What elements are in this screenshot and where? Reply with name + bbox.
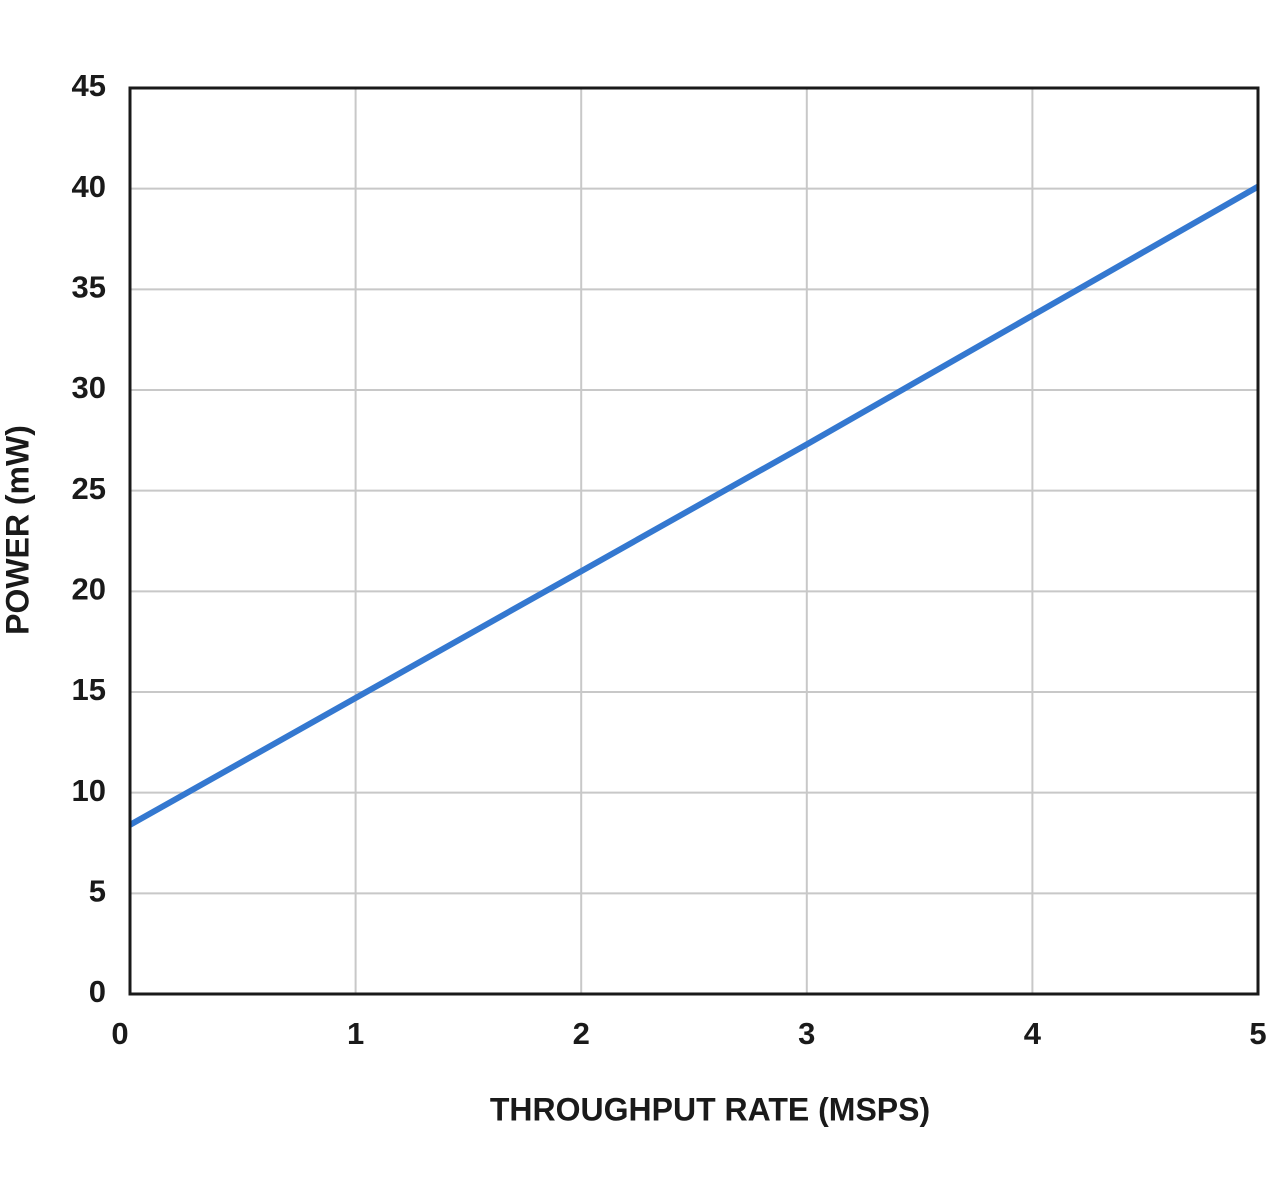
y-tick-label: 25	[72, 471, 106, 506]
x-tick-label: 4	[1024, 1016, 1042, 1051]
x-tick-label: 2	[573, 1016, 590, 1051]
y-tick-label: 5	[89, 874, 106, 909]
y-tick-label: 15	[72, 672, 106, 707]
x-tick-label: 5	[1249, 1016, 1266, 1051]
x-axis-title: THROUGHPUT RATE (MSPS)	[490, 1091, 930, 1127]
plot-frame	[128, 86, 1260, 996]
y-tick-label: 20	[72, 572, 106, 607]
x-tick-label: 1	[347, 1016, 364, 1051]
y-tick-label: 45	[72, 68, 106, 103]
y-tick-label: 35	[72, 270, 106, 305]
y-tick-label: 30	[72, 370, 106, 405]
y-axis-title: POWER (mW)	[0, 425, 35, 635]
x-tick-label: 0	[111, 1016, 128, 1051]
data-line	[128, 184, 1260, 828]
y-tick-label: 40	[72, 169, 106, 204]
y-tick-label: 10	[72, 773, 106, 808]
x-tick-label: 3	[798, 1016, 815, 1051]
y-tick-label: 0	[89, 974, 106, 1009]
